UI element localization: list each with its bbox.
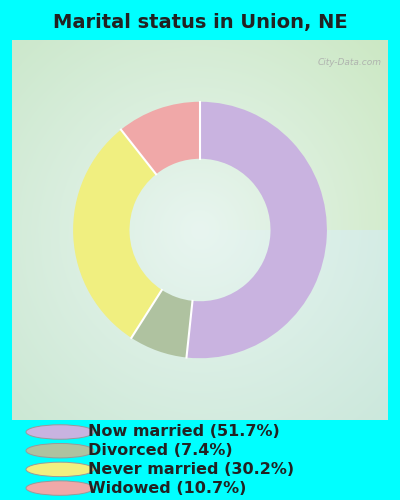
Wedge shape (121, 102, 200, 174)
Text: City-Data.com: City-Data.com (318, 58, 382, 67)
Text: Divorced (7.4%): Divorced (7.4%) (88, 443, 233, 458)
Wedge shape (131, 290, 192, 358)
Text: Now married (51.7%): Now married (51.7%) (88, 424, 280, 440)
Text: Never married (30.2%): Never married (30.2%) (88, 462, 294, 477)
Wedge shape (73, 130, 162, 338)
Text: Widowed (10.7%): Widowed (10.7%) (88, 480, 246, 496)
Circle shape (26, 462, 94, 476)
Circle shape (26, 444, 94, 458)
Circle shape (26, 481, 94, 496)
Circle shape (26, 425, 94, 439)
Wedge shape (186, 102, 327, 358)
Text: Marital status in Union, NE: Marital status in Union, NE (53, 13, 347, 32)
